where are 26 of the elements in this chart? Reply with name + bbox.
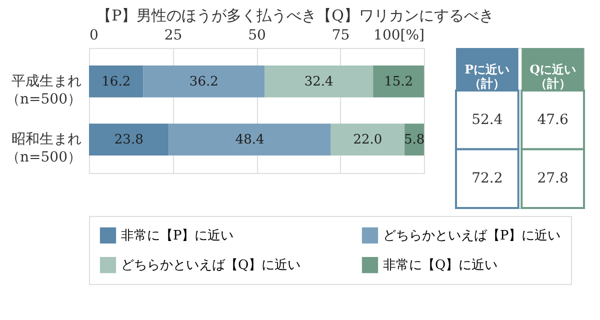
data-label: 16.2 [102,74,131,90]
data-label: 15.2 [384,74,414,90]
x-tick-label: 0 [90,28,98,44]
chart-title: 【P】男性のほうが多く払うべき【Q】ワリカンにするべき [96,6,494,24]
x-tick-label: 25 [164,28,182,44]
legend-label: どちらかといえば【P】に近い [383,228,561,244]
y-tick-label: 平成生まれ（n=500） [6,73,82,108]
text: 52.4 [472,112,503,128]
data-label: 22.0 [353,132,382,148]
x-tick-label: 50 [248,28,266,44]
text: 72.2 [472,170,503,187]
data-label: 23.8 [114,132,144,148]
text: Qに近い（計） [530,62,576,90]
legend-label: どちらかといえば【Q】に近い [121,258,301,273]
x-tick-label: 75 [332,28,350,44]
legend-label: 非常に【Q】に近い [383,258,498,273]
legend-label: 非常に【P】に近い [121,228,234,244]
y-tick-label: 昭和生まれ（n=500） [6,132,82,166]
text: 47.6 [537,112,568,128]
text: 27.8 [537,170,568,187]
data-label: 32.4 [304,74,334,90]
text: Pに近い（計） [464,62,510,90]
data-label: 5.8 [404,132,425,148]
data-label: 48.4 [235,132,264,148]
data-label: 36.2 [189,74,218,90]
x-tick-label: 100[%] [374,28,424,44]
